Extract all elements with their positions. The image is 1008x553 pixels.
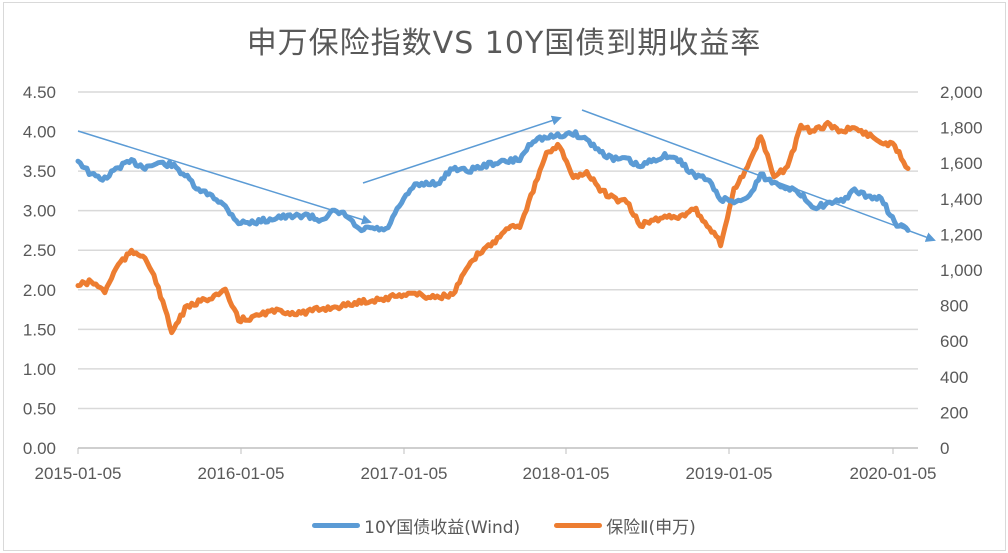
y-right-tick-label: 200: [940, 403, 968, 422]
trend-arrow: [581, 109, 936, 242]
x-tick-label: 2016-01-05: [198, 464, 285, 483]
legend: 10Y国债收益(Wind) 保险Ⅱ(申万): [0, 513, 1008, 538]
y-right-tick-label: 2,000: [940, 83, 983, 102]
x-tick-label: 2019-01-05: [686, 464, 773, 483]
legend-swatch-orange: [554, 523, 603, 528]
legend-item-insurance[interactable]: 保险Ⅱ(申万): [554, 513, 696, 538]
y-right-tick-label: 1,800: [940, 119, 983, 138]
y-left-tick-label: 0.50: [23, 399, 56, 418]
y-left-tick-label: 0.00: [23, 439, 56, 458]
x-tick-label: 2017-01-05: [361, 464, 448, 483]
y-right-tick-label: 600: [940, 332, 968, 351]
x-tick-label: 2020-01-05: [850, 464, 937, 483]
y-left-tick-label: 2.00: [23, 281, 56, 300]
y-right-tick-label: 1,200: [940, 225, 983, 244]
x-tick-label: 2015-01-05: [35, 464, 122, 483]
legend-label-yield: 10Y国债收益(Wind): [364, 518, 521, 538]
y-left-tick-label: 4.50: [23, 83, 56, 102]
y-right-tick-label: 1,000: [940, 261, 983, 280]
y-right-tick-label: 400: [940, 368, 968, 387]
legend-swatch-blue: [312, 523, 361, 528]
yield-line: [75, 129, 911, 234]
x-axis: 2015-01-05 2016-01-05 2017-01-05 2018-01-05…: [35, 448, 937, 483]
trend-arrow: [362, 115, 562, 184]
y-left-tick-label: 1.50: [23, 320, 56, 339]
y-right-tick-label: 0: [940, 439, 949, 458]
y-right-tick-label: 1,400: [940, 190, 983, 209]
x-tick-label: 2018-01-05: [523, 464, 610, 483]
y-left-tick-label: 3.50: [23, 162, 56, 181]
legend-label-insurance: 保险Ⅱ(申万): [606, 518, 696, 538]
y-left-tick-label: 3.00: [23, 202, 56, 221]
y-left-tick-label: 2.50: [23, 241, 56, 260]
legend-item-yield[interactable]: 10Y国债收益(Wind): [312, 513, 520, 538]
chart-title: 申万保险指数VS 10Y国债到期收益率: [246, 26, 762, 61]
y-right-tick-label: 800: [940, 297, 968, 316]
trend-arrow: [77, 130, 372, 225]
chart-frame: [3, 2, 1006, 551]
y-left-tick-label: 1.00: [23, 360, 56, 379]
insurance-index-line: [75, 120, 911, 336]
y-axis-right: 0 200 400 600 800 1,000 1,200 1,400 1,600 1,800 2,…: [940, 83, 983, 458]
trend-arrows: [77, 109, 936, 242]
y-right-tick-label: 1,600: [940, 154, 983, 173]
y-left-tick-label: 4.00: [23, 123, 56, 142]
gridlines: [78, 91, 918, 449]
series-lines: [75, 120, 911, 336]
y-axis-left: 0.00 0.50 1.00 1.50 2.00 2.50 3.00 3.50 4.00 4.50: [23, 83, 56, 458]
